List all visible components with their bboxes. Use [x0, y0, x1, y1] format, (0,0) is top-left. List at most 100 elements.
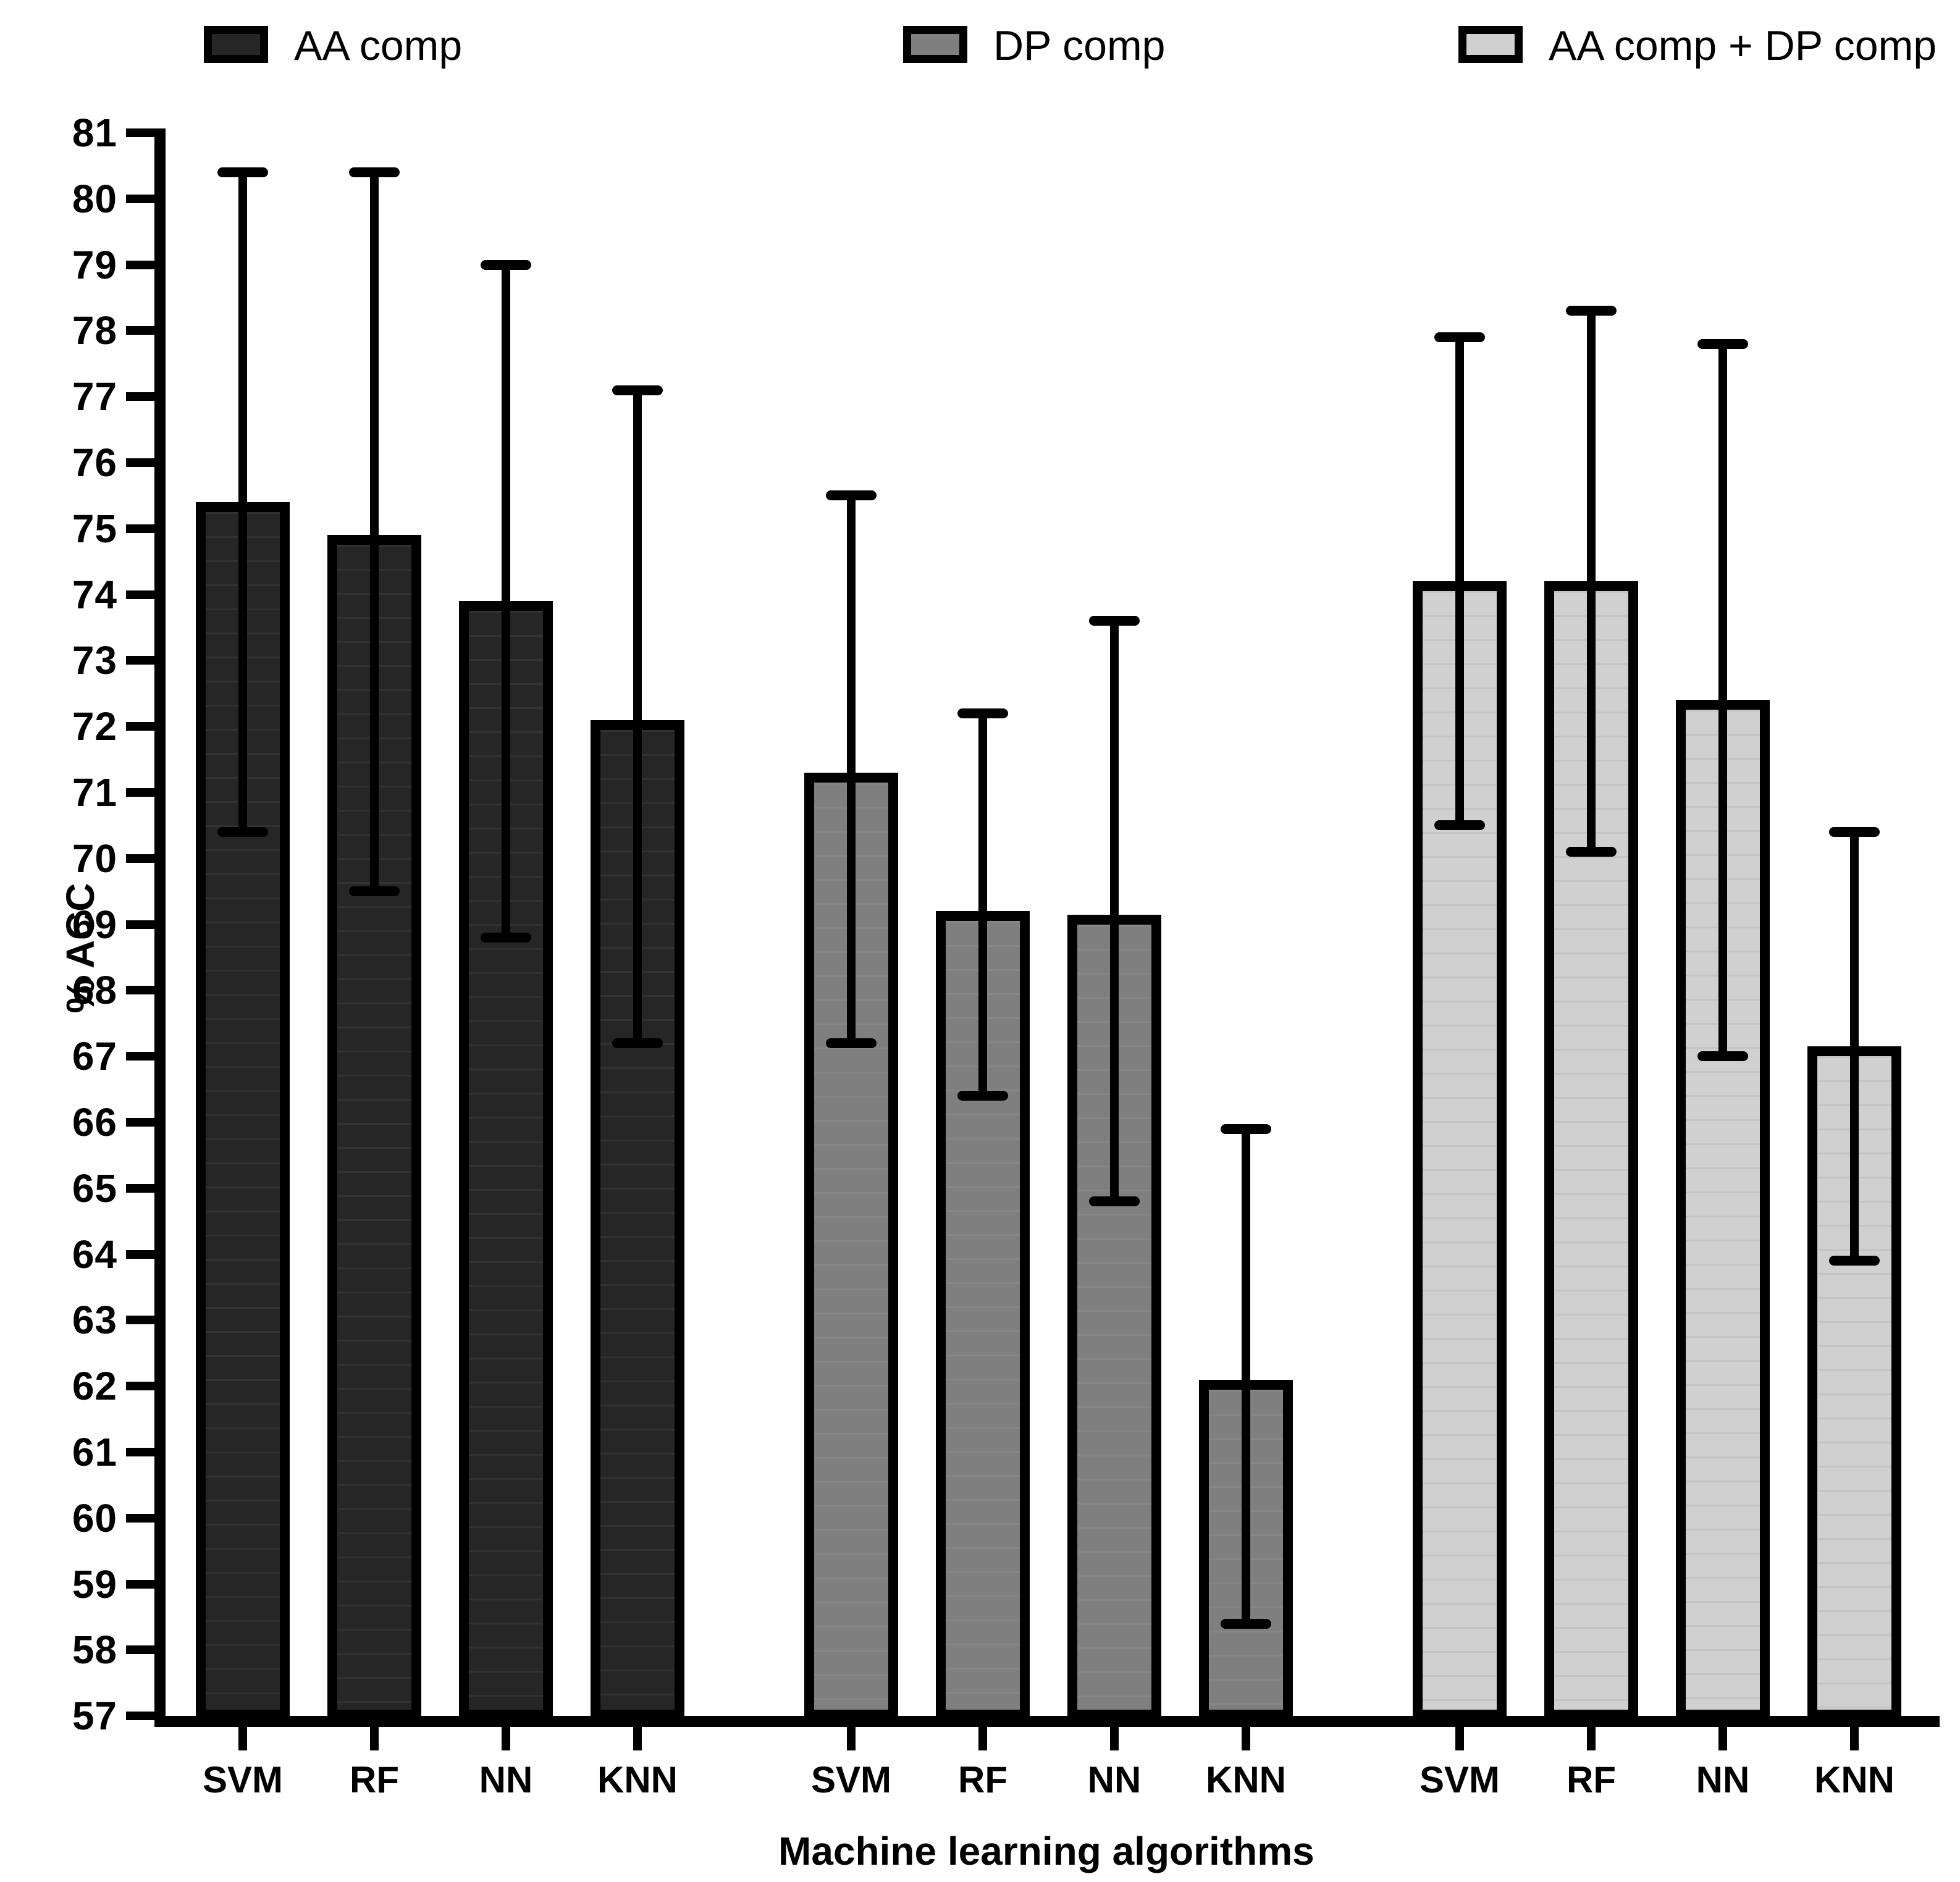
x-axis-title: Machine learning algorithms	[778, 1829, 1314, 1873]
bar-knn-series1	[591, 720, 684, 1720]
error-bar-cap-top	[1089, 616, 1140, 626]
y-tick-mark	[126, 920, 154, 929]
legend-swatch-icon	[1458, 26, 1523, 63]
y-tick-label: 72	[72, 704, 117, 749]
error-bar-line	[1455, 337, 1464, 826]
y-tick-mark	[126, 392, 154, 401]
error-bar-cap-bottom	[612, 1038, 663, 1048]
error-bar-cap-top	[349, 167, 400, 178]
error-bar-cap-bottom	[957, 1091, 1008, 1101]
y-tick-label: 69	[72, 902, 117, 947]
y-tick-label: 73	[72, 638, 117, 683]
y-tick-label: 80	[72, 176, 117, 221]
y-tick-mark	[126, 1118, 154, 1127]
error-bar-cap-bottom	[1089, 1196, 1140, 1207]
y-tick-mark	[126, 1183, 154, 1193]
y-tick-label: 77	[72, 374, 117, 419]
y-tick-label: 79	[72, 242, 117, 287]
x-tick-mark	[238, 1727, 247, 1751]
y-tick-label: 63	[72, 1298, 117, 1343]
y-tick-mark	[126, 854, 154, 863]
y-tick-mark	[126, 788, 154, 797]
bar-svm-series3	[1413, 581, 1507, 1720]
y-tick-mark	[126, 1579, 154, 1589]
error-bar-line	[1587, 311, 1596, 852]
x-tick-mark	[1110, 1727, 1119, 1751]
y-tick-label: 74	[72, 572, 117, 617]
x-category-label: SVM	[202, 1759, 284, 1801]
bar-nn-series3	[1676, 700, 1770, 1720]
y-tick-mark	[126, 458, 154, 467]
x-category-label: RF	[958, 1759, 1007, 1801]
x-tick-mark	[1718, 1727, 1727, 1751]
x-axis-line	[154, 1716, 1940, 1728]
y-tick-mark	[126, 128, 154, 137]
y-tick-mark	[126, 1645, 154, 1655]
error-bar-cap-bottom	[1829, 1256, 1880, 1266]
y-tick-label: 68	[72, 968, 117, 1013]
bar-rf-series2	[936, 911, 1030, 1720]
error-bar-cap-bottom	[1221, 1618, 1271, 1629]
error-bar-line	[847, 495, 856, 1043]
error-bar-cap-bottom	[1434, 820, 1485, 831]
y-axis-title: % ACC	[58, 883, 103, 1014]
x-category-label: RF	[1567, 1759, 1616, 1801]
y-tick-label: 71	[72, 770, 117, 815]
error-bar-cap-bottom	[217, 827, 268, 838]
y-tick-label: 60	[72, 1495, 117, 1540]
error-bar-line	[238, 172, 247, 833]
error-bar-cap-bottom	[1566, 847, 1617, 857]
error-bar-cap-top	[1566, 306, 1617, 316]
y-tick-mark	[126, 524, 154, 533]
y-tick-label: 76	[72, 440, 117, 485]
y-tick-mark	[126, 326, 154, 335]
x-category-label: KNN	[597, 1759, 678, 1801]
x-category-label: KNN	[1814, 1759, 1895, 1801]
legend-swatch-icon	[903, 26, 967, 63]
y-tick-label: 65	[72, 1166, 117, 1211]
y-tick-mark	[126, 722, 154, 731]
x-tick-mark	[978, 1727, 987, 1751]
x-tick-mark	[1850, 1727, 1859, 1751]
error-bar-cap-top	[1697, 338, 1748, 349]
y-tick-mark	[126, 1250, 154, 1259]
error-bar-cap-top	[1221, 1124, 1271, 1134]
y-tick-label: 64	[72, 1232, 117, 1277]
error-bar-cap-bottom	[481, 932, 531, 943]
bar-svm-series2	[804, 772, 898, 1720]
error-bar-cap-bottom	[349, 886, 400, 897]
y-tick-mark	[126, 986, 154, 995]
y-tick-label: 78	[72, 308, 117, 353]
y-tick-label: 70	[72, 836, 117, 881]
y-tick-label: 75	[72, 506, 117, 551]
x-tick-mark	[847, 1727, 856, 1751]
y-tick-mark	[126, 656, 154, 665]
x-tick-mark	[1455, 1727, 1464, 1751]
x-tick-mark	[502, 1727, 510, 1751]
y-tick-label: 59	[72, 1561, 117, 1607]
x-category-label: NN	[1087, 1759, 1142, 1801]
legend-label: AA comp	[294, 22, 463, 69]
x-tick-mark	[370, 1727, 379, 1751]
error-bar-cap-bottom	[1697, 1051, 1748, 1062]
legend-label: AA comp + DP comp	[1549, 22, 1937, 69]
error-bar-cap-top	[612, 385, 663, 395]
y-tick-label: 61	[72, 1430, 117, 1474]
error-bar-line	[1110, 621, 1119, 1202]
x-tick-mark	[1242, 1727, 1250, 1751]
x-category-label: NN	[479, 1759, 533, 1801]
y-tick-mark	[126, 1712, 154, 1721]
x-category-label: NN	[1696, 1759, 1750, 1801]
error-bar-line	[978, 713, 987, 1096]
error-bar-cap-top	[481, 259, 531, 270]
y-tick-label: 62	[72, 1364, 117, 1409]
y-tick-mark	[126, 1316, 154, 1325]
y-tick-mark	[126, 1513, 154, 1523]
y-tick-label: 67	[72, 1034, 117, 1079]
y-axis-line	[154, 128, 166, 1728]
error-bar-cap-bottom	[826, 1038, 877, 1048]
x-category-label: RF	[350, 1759, 399, 1801]
y-tick-mark	[126, 260, 154, 269]
y-tick-mark	[126, 1382, 154, 1391]
